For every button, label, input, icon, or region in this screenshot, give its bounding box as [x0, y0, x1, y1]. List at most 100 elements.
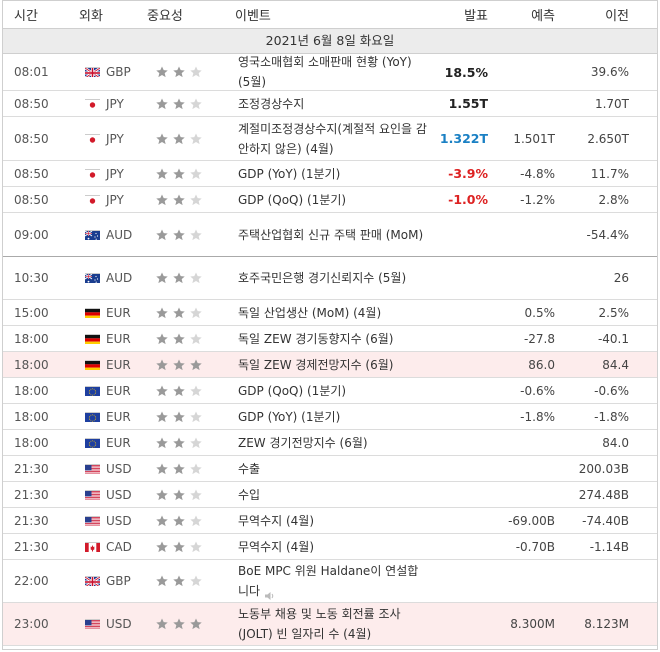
event-previous: -54.4% [586, 227, 629, 242]
event-currency: AUD [65, 228, 139, 242]
table-row[interactable]: 08:50 JPY 계절미조정경상수지(계절적 요인을 감안하지 않은) (4월) 1… [3, 117, 657, 161]
header-importance[interactable]: 중요성 [147, 9, 183, 24]
event-label[interactable]: 무역수지 (4월) [238, 539, 315, 554]
eu-flag-icon [85, 386, 100, 396]
event-label[interactable]: 조정경상수지 [238, 96, 305, 111]
currency-code: GBP [106, 574, 131, 588]
table-row[interactable]: 22:00 GBP BoE MPC 위원 Haldane이 연설합니다 [3, 560, 657, 603]
star-icon [189, 462, 203, 476]
star-icon [155, 358, 169, 372]
usa-flag-icon [85, 516, 100, 526]
event-label[interactable]: 노동부 채용 및 노동 회전률 조사 (JOLT) 빈 일자리 수 (4월) [238, 607, 401, 641]
table-row[interactable]: 15:00 EUR 독일 산업생산 (MoM) (4월) 0.5% 2.5% [3, 300, 657, 326]
event-label[interactable]: 무역수지 (4월) [238, 513, 315, 528]
header-actual[interactable]: 발표 [464, 9, 488, 24]
event-currency: EUR [65, 410, 139, 424]
event-label[interactable]: GDP (YoY) (1분기) [238, 166, 341, 181]
header-event[interactable]: 이벤트 [235, 9, 271, 24]
star-icon [189, 332, 203, 346]
table-row[interactable]: 21:30 USD 수출 200.03B [3, 456, 657, 482]
event-name[interactable]: 무역수지 (4월) [223, 511, 427, 531]
table-row[interactable]: 08:50 JPY GDP (QoQ) (1분기) -1.0% -1.2% 2.8% [3, 187, 657, 213]
star-icon [155, 462, 169, 476]
star-icon [172, 410, 186, 424]
event-label[interactable]: 독일 ZEW 경기동향지수 (6월) [238, 331, 394, 346]
event-label[interactable]: 수출 [238, 461, 261, 476]
event-previous: 2.5% [598, 305, 630, 320]
event-time: 08:50 [14, 192, 49, 207]
header-forecast[interactable]: 예측 [531, 9, 555, 24]
table-row[interactable]: 18:00 EUR GDP (QoQ) (1분기) -0.6% -0.6% [3, 378, 657, 404]
event-name[interactable]: 주택산업협회 신규 주택 판매 (MoM) [223, 225, 427, 245]
event-label[interactable]: 독일 산업생산 (MoM) (4월) [238, 305, 382, 320]
event-name[interactable]: 독일 ZEW 경제전망지수 (6월) [223, 355, 427, 375]
event-name[interactable]: BoE MPC 위원 Haldane이 연설합니다 [223, 561, 427, 601]
australia-flag-icon [85, 230, 100, 240]
star-icon [172, 358, 186, 372]
currency-code: JPY [106, 166, 124, 181]
table-row[interactable]: 21:30 CAD 무역수지 (4월) -0.70B -1.14B [3, 534, 657, 560]
event-name[interactable]: GDP (YoY) (1분기) [223, 407, 427, 427]
event-name[interactable]: 무역수지 (4월) [223, 537, 427, 557]
event-currency: USD [65, 462, 139, 476]
event-label[interactable]: 호주국민은행 경기신뢰지수 (5월) [238, 271, 407, 285]
event-label[interactable]: 영국소매협회 소매판매 현황 (YoY) (5월) [238, 55, 412, 89]
event-label[interactable]: 수입 [238, 487, 261, 502]
star-icon [155, 617, 169, 631]
event-name[interactable]: 독일 산업생산 (MoM) (4월) [223, 303, 427, 323]
header-currency[interactable]: 외화 [79, 9, 103, 24]
event-name[interactable]: GDP (YoY) (1분기) [223, 164, 427, 184]
event-name[interactable]: GDP (QoQ) (1분기) [223, 190, 427, 210]
star-icon [155, 410, 169, 424]
star-icon [172, 193, 186, 207]
star-icon [155, 384, 169, 398]
event-label[interactable]: GDP (YoY) (1분기) [238, 409, 341, 424]
star-icon [172, 306, 186, 320]
table-row[interactable]: 18:00 EUR 독일 ZEW 경제전망지수 (6월) 86.0 84.4 [3, 352, 657, 378]
event-label[interactable]: 계절미조정경상수지(계절적 요인을 감안하지 않은) (4월) [238, 121, 427, 156]
event-name[interactable]: 계절미조정경상수지(계절적 요인을 감안하지 않은) (4월) [223, 119, 427, 159]
event-name[interactable]: 독일 ZEW 경기동향지수 (6월) [223, 329, 427, 349]
event-label[interactable]: GDP (QoQ) (1분기) [238, 192, 347, 207]
table-row[interactable]: 18:00 EUR GDP (YoY) (1분기) -1.8% -1.8% [3, 404, 657, 430]
table-row[interactable]: 21:30 USD 수입 274.48B [3, 482, 657, 508]
event-time: 18:00 [14, 409, 49, 424]
event-forecast: -4.8% [520, 166, 555, 181]
event-name[interactable]: 수출 [223, 459, 427, 479]
event-name[interactable]: 호주국민은행 경기신뢰지수 (5월) [223, 268, 427, 288]
event-previous: 274.48B [578, 487, 629, 502]
event-label[interactable]: 독일 ZEW 경제전망지수 (6월) [238, 357, 394, 372]
event-previous: 11.7% [590, 166, 629, 181]
event-name[interactable]: 노동부 채용 및 노동 회전률 조사 (JOLT) 빈 일자리 수 (4월) [223, 604, 427, 644]
table-row[interactable]: 21:30 USD 무역수지 (4월) -69.00B -74.40B [3, 508, 657, 534]
event-label[interactable]: BoE MPC 위원 Haldane이 연설합니다 [238, 564, 419, 598]
event-name[interactable]: GDP (QoQ) (1분기) [223, 381, 427, 401]
table-row[interactable]: 10:30 AUD 호주국민은행 경기신뢰지수 (5월) 26 [3, 257, 657, 300]
japan-flag-icon [85, 99, 100, 109]
table-row[interactable]: 23:00 USD 노동부 채용 및 노동 회전률 조사 (JOLT) 빈 일자리 … [3, 603, 657, 646]
importance-stars [139, 228, 223, 242]
event-name[interactable]: ZEW 경기전망지수 (6월) [223, 433, 427, 453]
event-forecast: -27.8 [523, 331, 555, 346]
event-label[interactable]: GDP (QoQ) (1분기) [238, 383, 347, 398]
header-previous[interactable]: 이전 [605, 9, 629, 24]
event-previous: 26 [613, 271, 629, 285]
event-name[interactable]: 수입 [223, 485, 427, 505]
table-row[interactable]: 09:00 AUD 주택산업협회 신규 주택 판매 (MoM) -54.4% [3, 213, 657, 257]
event-label[interactable]: 주택산업협회 신규 주택 판매 (MoM) [238, 227, 424, 242]
table-row[interactable]: 18:00 EUR ZEW 경기전망지수 (6월) 84.0 [3, 430, 657, 456]
star-icon [189, 540, 203, 554]
eu-flag-icon [85, 412, 100, 422]
header-time[interactable]: 시간 [14, 9, 38, 24]
germany-flag-icon [85, 360, 100, 370]
table-row[interactable]: 18:00 EUR 독일 ZEW 경기동향지수 (6월) -27.8 -40.1 [3, 326, 657, 352]
event-label[interactable]: ZEW 경기전망지수 (6월) [238, 435, 368, 450]
event-currency: USD [65, 617, 139, 631]
table-row[interactable]: 08:50 JPY 조정경상수지 1.55T 1.70T [3, 91, 657, 117]
event-previous: 84.4 [602, 357, 629, 372]
table-row[interactable]: 08:01 GBP 영국소매협회 소매판매 현황 (YoY) (5월) 18.5% 39… [3, 54, 657, 91]
event-name[interactable]: 영국소매협회 소매판매 현황 (YoY) (5월) [223, 52, 427, 92]
table-row[interactable]: 08:50 JPY GDP (YoY) (1분기) -3.9% -4.8% 11.7% [3, 161, 657, 187]
event-name[interactable]: 조정경상수지 [223, 94, 427, 114]
